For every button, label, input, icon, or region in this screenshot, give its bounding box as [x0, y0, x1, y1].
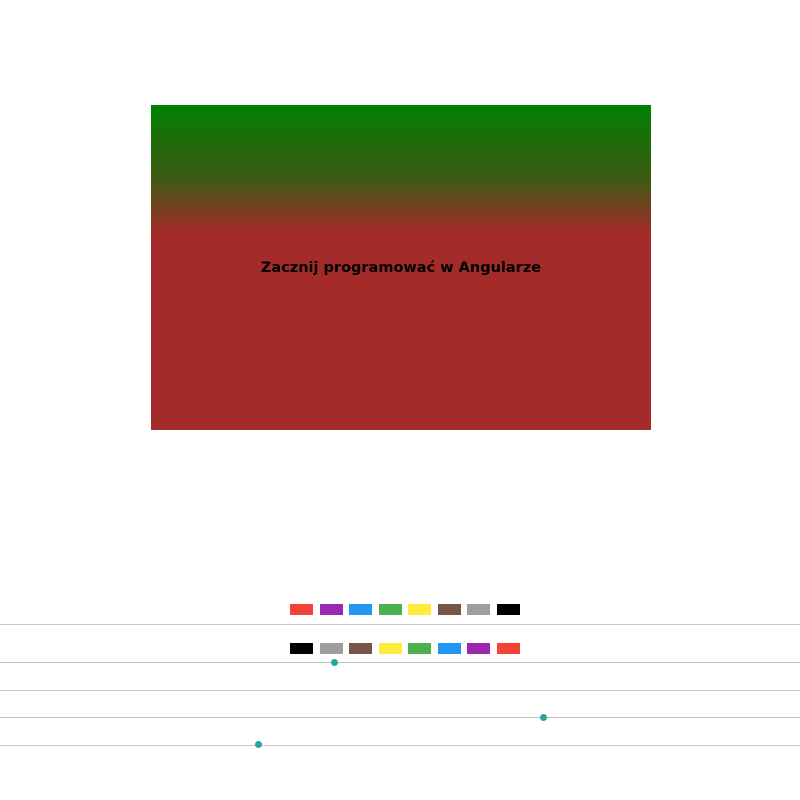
color-swatch[interactable]	[319, 604, 343, 615]
divider	[0, 624, 800, 625]
color-swatch[interactable]	[437, 643, 461, 654]
slider-thumb[interactable]	[330, 659, 338, 666]
color-swatch[interactable]	[378, 604, 402, 615]
color-swatch[interactable]	[349, 604, 372, 615]
color-swatch[interactable]	[408, 604, 431, 615]
color-swatch[interactable]	[467, 643, 490, 654]
color-palette-top	[290, 604, 520, 615]
color-swatch[interactable]	[349, 643, 372, 654]
color-swatch[interactable]	[319, 643, 343, 654]
divider	[0, 745, 800, 746]
banner-title: Zacznij programować w Angularze	[260, 260, 542, 276]
slider-thumb[interactable]	[539, 714, 547, 721]
slider-2[interactable]	[0, 713, 800, 723]
slider-thumb[interactable]	[254, 741, 262, 748]
divider	[0, 690, 800, 691]
gradient-banner: Zacznij programować w Angularze	[151, 105, 651, 430]
color-swatch[interactable]	[378, 643, 402, 654]
color-swatch[interactable]	[467, 604, 490, 615]
color-swatch[interactable]	[496, 643, 520, 654]
color-swatch[interactable]	[437, 604, 461, 615]
slider-track	[0, 717, 800, 718]
color-palette-bottom	[290, 643, 520, 654]
color-swatch[interactable]	[496, 604, 520, 615]
color-swatch[interactable]	[290, 604, 313, 615]
color-swatch[interactable]	[408, 643, 431, 654]
slider-3[interactable]	[0, 740, 800, 750]
slider-1[interactable]	[0, 658, 800, 668]
slider-track	[0, 662, 800, 663]
color-swatch[interactable]	[290, 643, 313, 654]
